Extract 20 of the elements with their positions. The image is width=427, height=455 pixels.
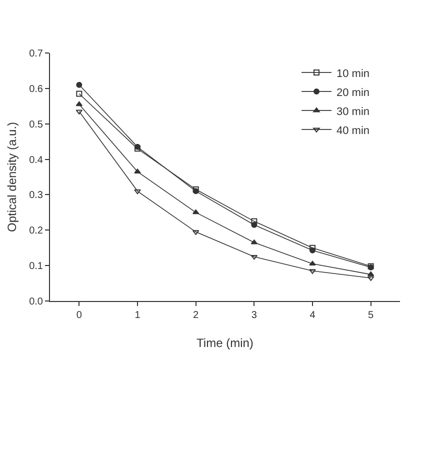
x-tick-label: 5 — [368, 310, 374, 321]
y-tick-label: 0.4 — [29, 154, 44, 166]
x-axis-title: Time (min) — [196, 336, 254, 350]
x-tick-label: 3 — [251, 310, 258, 321]
y-tick-label: 0.1 — [29, 261, 44, 272]
y-tick-label: 0.3 — [29, 190, 44, 202]
y-tick-label: 0.7 — [29, 48, 44, 60]
x-tick-label: 1 — [134, 310, 141, 321]
legend-label: 30 min — [336, 106, 370, 118]
y-tick-label: 0.0 — [29, 296, 44, 308]
y-axis-title: Optical density (a.u.) — [5, 122, 19, 232]
legend-label: 40 min — [336, 124, 370, 137]
legend-label: 10 min — [336, 68, 370, 80]
y-tick-label: 0.2 — [29, 226, 44, 237]
y-tick-label: 0.5 — [29, 119, 44, 130]
legend-label: 20 min — [336, 86, 370, 99]
x-tick-label: 2 — [193, 310, 200, 321]
x-tick-label: 4 — [310, 310, 316, 321]
y-tick-label: 0.6 — [29, 84, 44, 95]
x-tick-label: 0 — [76, 310, 82, 321]
